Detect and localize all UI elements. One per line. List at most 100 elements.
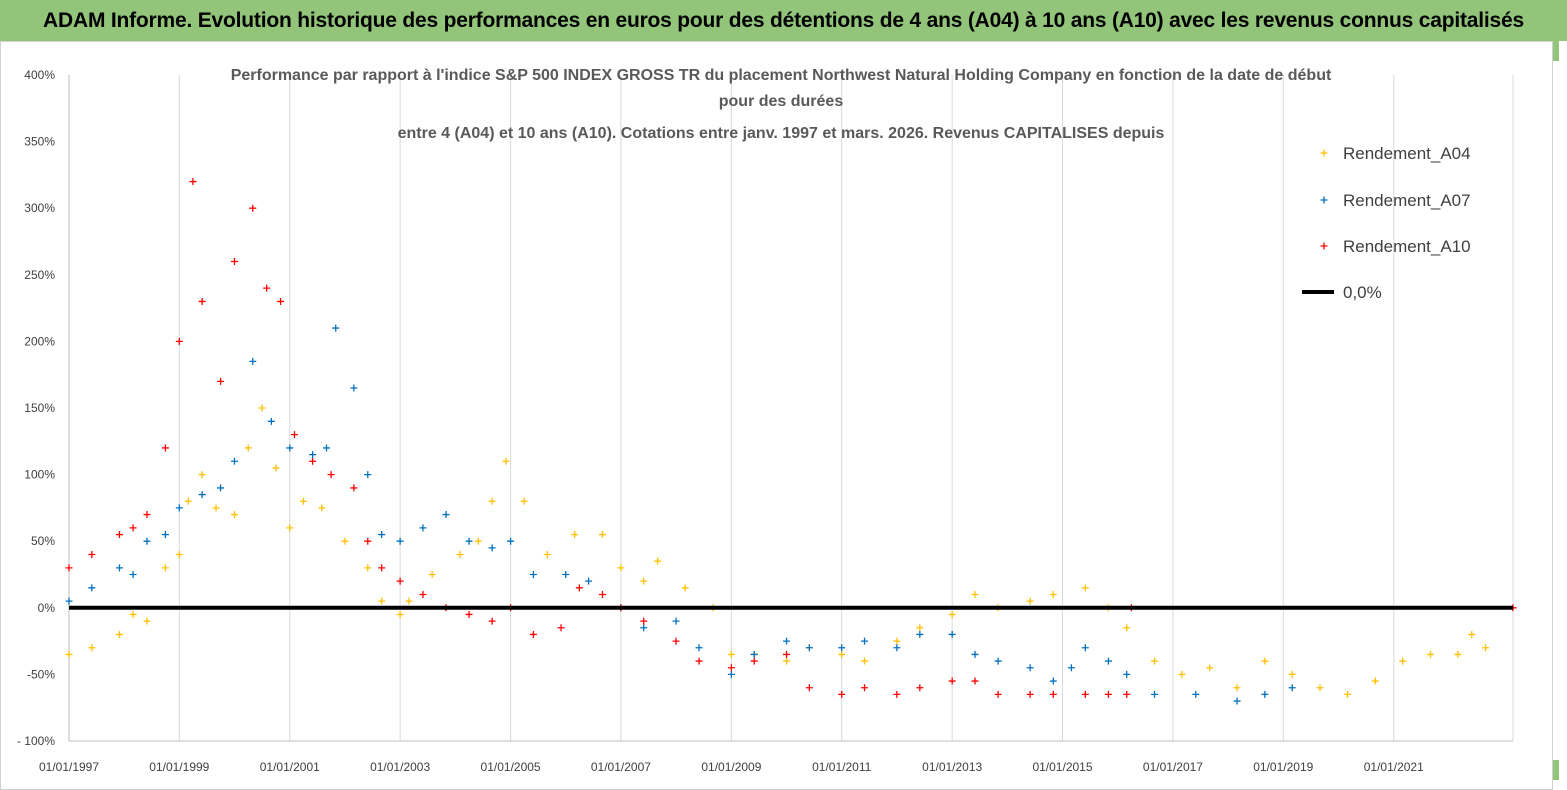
series-rendement_a10 bbox=[65, 178, 1517, 698]
data-point bbox=[198, 471, 206, 479]
data-point bbox=[115, 531, 123, 539]
data-point bbox=[562, 571, 570, 578]
data-point bbox=[419, 590, 427, 598]
page-title: ADAM Informe. Evolution historique des p… bbox=[43, 9, 1524, 32]
data-point bbox=[286, 524, 294, 532]
data-point bbox=[405, 597, 413, 605]
data-point bbox=[129, 571, 137, 578]
performance-chart: - 100% -50% 0% 50% 100% 150% 200% 250% 300% 350% 4… bbox=[17, 67, 1517, 774]
data-point bbox=[396, 577, 404, 585]
x-tick-label: 01/01/2007 bbox=[591, 760, 651, 774]
data-point bbox=[727, 670, 735, 678]
data-point bbox=[1426, 650, 1434, 658]
data-point bbox=[309, 457, 317, 465]
data-point bbox=[598, 590, 606, 598]
y-tick-label: 350% bbox=[24, 135, 55, 149]
data-point bbox=[217, 484, 225, 492]
data-point bbox=[115, 630, 123, 638]
data-point bbox=[272, 464, 280, 472]
data-point bbox=[1151, 690, 1159, 698]
data-point bbox=[175, 551, 183, 559]
data-point bbox=[1081, 690, 1089, 698]
y-tick-label: 250% bbox=[24, 268, 55, 282]
data-point bbox=[65, 564, 73, 572]
data-point bbox=[672, 617, 680, 625]
data-point bbox=[1049, 590, 1057, 598]
data-point bbox=[916, 630, 924, 638]
data-point bbox=[1261, 690, 1269, 698]
data-point bbox=[672, 637, 680, 645]
y-tick-label: 300% bbox=[24, 201, 55, 215]
data-point bbox=[838, 690, 846, 698]
data-point bbox=[1104, 657, 1112, 665]
data-point bbox=[465, 537, 473, 545]
data-point bbox=[557, 624, 565, 632]
series-rendement_a07 bbox=[65, 324, 1296, 705]
data-point bbox=[1026, 664, 1034, 672]
x-tick-label: 01/01/2017 bbox=[1143, 760, 1203, 774]
data-point bbox=[474, 537, 482, 545]
data-point bbox=[115, 564, 123, 572]
data-point bbox=[1206, 664, 1214, 672]
data-point bbox=[695, 644, 703, 652]
data-point bbox=[1081, 644, 1089, 652]
corner-marker-top bbox=[1553, 41, 1559, 61]
data-point bbox=[488, 497, 496, 505]
data-point bbox=[861, 637, 869, 645]
data-point bbox=[861, 684, 869, 692]
legend-label: Rendement_A04 bbox=[1343, 144, 1471, 163]
data-point bbox=[212, 504, 220, 512]
data-point bbox=[1316, 684, 1324, 692]
data-point bbox=[640, 624, 648, 632]
data-point bbox=[419, 524, 427, 532]
data-point bbox=[1288, 670, 1296, 678]
data-point bbox=[838, 644, 846, 652]
data-point bbox=[783, 637, 791, 645]
data-point bbox=[378, 597, 386, 605]
data-point bbox=[1067, 664, 1075, 672]
y-tick-label: -50% bbox=[27, 667, 55, 681]
x-tick-label: 01/01/2009 bbox=[701, 760, 761, 774]
corner-marker-bottom bbox=[1553, 760, 1559, 780]
chart-title-line: Performance par rapport à l'indice S&P 5… bbox=[231, 67, 1332, 84]
data-point bbox=[88, 644, 96, 652]
x-tick-label: 01/01/2013 bbox=[922, 760, 982, 774]
data-point bbox=[585, 577, 593, 585]
x-tick-label: 01/01/2011 bbox=[812, 760, 871, 774]
data-point bbox=[198, 491, 206, 499]
data-point bbox=[1399, 657, 1407, 665]
data-point bbox=[143, 511, 151, 519]
data-point bbox=[230, 457, 238, 465]
data-point bbox=[948, 610, 956, 618]
data-point bbox=[277, 297, 285, 305]
data-point bbox=[893, 644, 901, 652]
data-point bbox=[184, 497, 192, 505]
data-point bbox=[267, 417, 275, 425]
data-point bbox=[1371, 677, 1379, 685]
data-point bbox=[893, 690, 901, 698]
data-point bbox=[1081, 584, 1089, 592]
data-point bbox=[1344, 690, 1352, 698]
data-point bbox=[249, 357, 257, 365]
data-point bbox=[994, 690, 1002, 698]
data-point bbox=[488, 544, 496, 552]
data-point bbox=[1123, 690, 1131, 698]
data-point bbox=[695, 657, 703, 665]
data-point bbox=[189, 178, 197, 186]
data-point bbox=[783, 650, 791, 658]
y-tick-label: 200% bbox=[24, 334, 55, 348]
data-point bbox=[217, 377, 225, 385]
data-point bbox=[1104, 690, 1112, 698]
data-point bbox=[143, 537, 151, 545]
data-point bbox=[65, 650, 73, 658]
data-point bbox=[332, 324, 340, 332]
data-point bbox=[290, 431, 298, 439]
chart-title-line: pour des durées bbox=[719, 93, 844, 110]
data-point bbox=[1482, 644, 1490, 652]
data-point bbox=[681, 584, 689, 592]
x-tick-label: 01/01/2021 bbox=[1364, 760, 1424, 774]
data-point bbox=[727, 650, 735, 658]
data-point bbox=[1288, 684, 1296, 692]
data-point bbox=[750, 657, 758, 665]
data-point bbox=[327, 471, 335, 479]
